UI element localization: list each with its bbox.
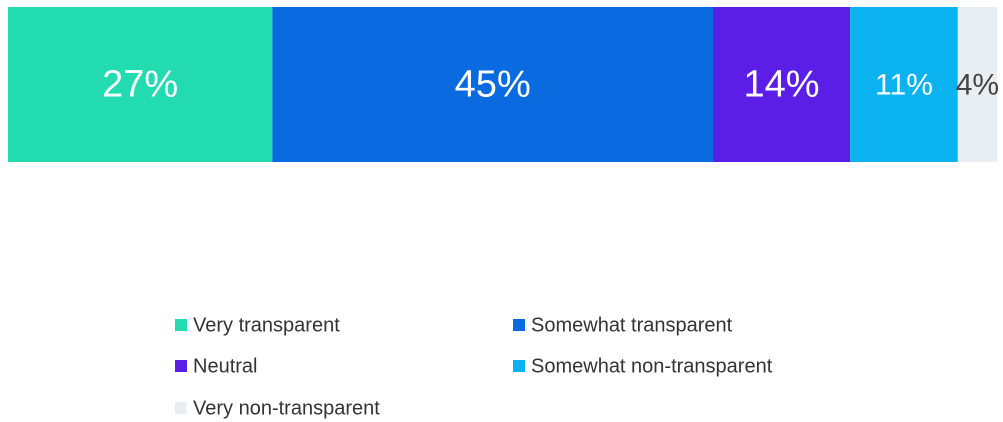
legend-swatch	[175, 319, 187, 331]
legend-label: Very non-transparent	[193, 397, 380, 419]
legend-label: Neutral	[193, 355, 257, 377]
legend-label: Very transparent	[193, 314, 340, 336]
legend-label: Somewhat transparent	[531, 314, 733, 336]
bar-segment	[713, 7, 851, 162]
legend-swatch	[513, 319, 525, 331]
legend-swatch	[175, 360, 187, 372]
value-label: 11%	[875, 68, 933, 101]
value-label: 4%	[956, 68, 999, 101]
value-label: 45%	[455, 64, 531, 106]
legend-label: Somewhat non-transparent	[531, 355, 773, 377]
bar-segment	[272, 7, 714, 162]
value-label: 14%	[744, 64, 820, 106]
value-label: 27%	[102, 64, 178, 106]
legend-swatch	[175, 402, 187, 414]
legend-swatch	[513, 360, 525, 372]
bar-segment	[8, 7, 273, 162]
bar-segment	[957, 7, 997, 162]
bar-segment	[850, 7, 958, 162]
